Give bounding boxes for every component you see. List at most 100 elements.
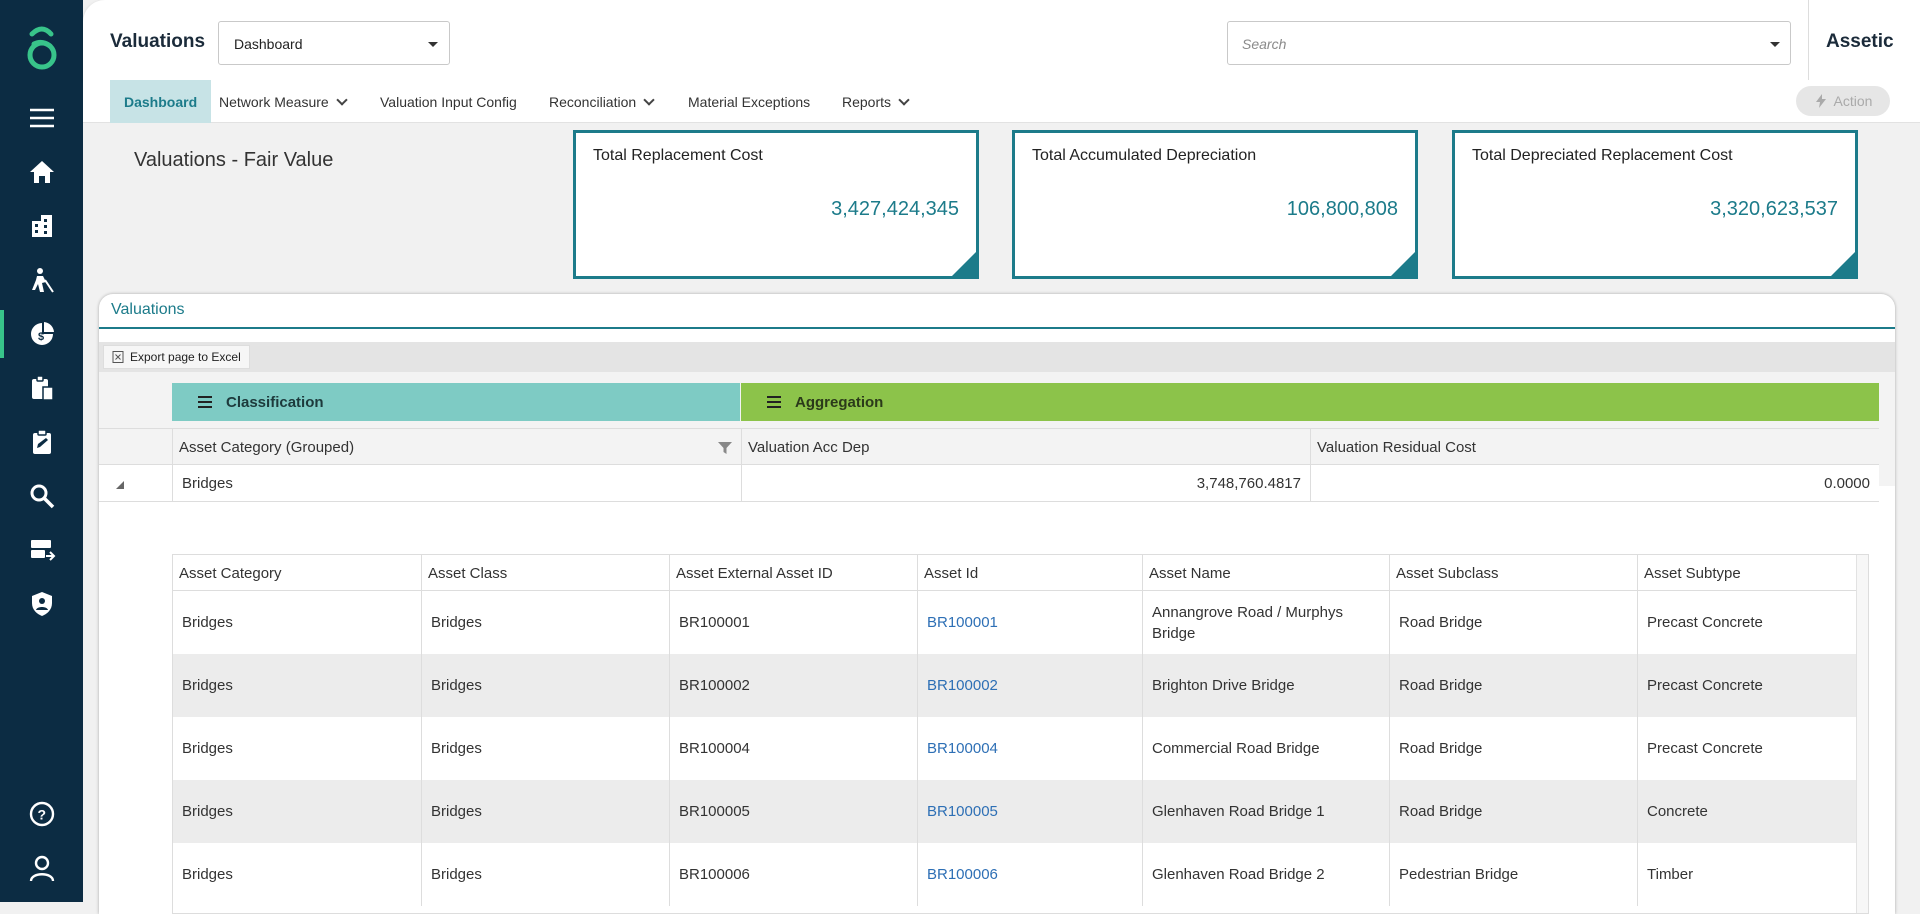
table-row[interactable]: Bridges Bridges BR100002 BR100002 Bright…: [173, 654, 1857, 717]
home-icon: [29, 161, 54, 183]
corner-marker-icon: [952, 252, 976, 276]
panel-title: Valuations: [111, 301, 185, 318]
cell-asset-subclass: Road Bridge: [1389, 591, 1637, 654]
cell-asset-category: Bridges: [182, 803, 233, 820]
column-header-label: Asset Category (Grouped): [179, 439, 355, 456]
column-header-label: Valuation Residual Cost: [1317, 439, 1476, 456]
table-row[interactable]: Bridges Bridges BR100001 BR100001 Annang…: [173, 591, 1857, 654]
sidebar-item-help[interactable]: ?: [0, 790, 83, 838]
kpi-value: 106,800,808: [1286, 198, 1398, 220]
table-row[interactable]: Bridges Bridges BR100005 BR100005 Glenha…: [173, 780, 1857, 843]
cell-asset-subtype: Timber: [1637, 843, 1857, 906]
detail-column-headers: Asset Category Asset Class Asset Externa…: [173, 555, 1868, 591]
cell-asset-category: Bridges: [182, 677, 233, 694]
tab-network-measure[interactable]: Network Measure: [219, 80, 348, 123]
navbar: Dashboard Network Measure Valuation Inpu…: [83, 80, 1920, 123]
divider: [99, 327, 1895, 329]
tab-reports[interactable]: Reports: [842, 80, 910, 123]
sidebar-item-assets[interactable]: [0, 202, 83, 250]
action-button[interactable]: Action: [1796, 86, 1890, 116]
asset-id-link[interactable]: BR100006: [917, 843, 1142, 906]
tab-valuation-input-config[interactable]: Valuation Input Config: [380, 80, 517, 123]
pivot-aggregation-header[interactable]: Aggregation: [741, 383, 1879, 421]
detail-header-asset-category[interactable]: Asset Category: [179, 564, 282, 582]
cell-external-id: BR100004: [669, 717, 917, 780]
tab-reconciliation[interactable]: Reconciliation: [549, 80, 655, 123]
collapse-toggle-icon[interactable]: [116, 481, 124, 489]
valuation-icon: $: [30, 322, 54, 345]
cell-asset-name: Glenhaven Road Bridge 2: [1142, 843, 1389, 906]
sidebar-item-valuations[interactable]: $: [0, 310, 83, 358]
kpi-card-replacement-cost[interactable]: Total Replacement Cost 3,427,424,345: [573, 130, 979, 279]
asset-id-link[interactable]: BR100005: [917, 780, 1142, 843]
cell-asset-subtype: Concrete: [1637, 780, 1857, 843]
pivot-label: Aggregation: [795, 393, 884, 411]
dashboard-select[interactable]: Dashboard: [218, 21, 450, 65]
kpi-value: 3,427,424,345: [831, 198, 959, 220]
column-header-asset-category-grouped[interactable]: Asset Category (Grouped): [172, 429, 741, 466]
kpi-card-accumulated-depreciation[interactable]: Total Accumulated Depreciation 106,800,8…: [1012, 130, 1418, 279]
data-transfer-icon: [30, 540, 55, 561]
table-row[interactable]: Bridges Bridges BR100006 BR100006 Glenha…: [173, 843, 1857, 906]
worker-icon: [31, 268, 54, 293]
column-header-valuation-acc-dep[interactable]: Valuation Acc Dep: [741, 429, 1310, 466]
app-title: Valuations: [110, 31, 206, 52]
cell-asset-name: Brighton Drive Bridge: [1142, 654, 1389, 717]
cell-asset-subtype: Precast Concrete: [1637, 591, 1857, 654]
detail-header-external-id[interactable]: Asset External Asset ID: [669, 555, 917, 591]
svg-text:$: $: [38, 331, 44, 343]
chevron-down-icon: [898, 93, 910, 106]
valuations-panel: Valuations Export page to Excel Classifi…: [99, 294, 1895, 914]
sidebar-item-work[interactable]: [0, 256, 83, 304]
lightning-icon: [1815, 94, 1826, 108]
brand-name[interactable]: Assetic: [1826, 31, 1894, 52]
cell-asset-subclass: Road Bridge: [1389, 780, 1637, 843]
sidebar-item-profile[interactable]: [0, 844, 83, 892]
sidebar-item-search[interactable]: [0, 472, 83, 520]
tab-material-exceptions[interactable]: Material Exceptions: [688, 80, 810, 123]
grid-toolbar: Export page to Excel: [99, 342, 1895, 372]
assetic-logo-icon[interactable]: [22, 26, 62, 72]
export-excel-button[interactable]: Export page to Excel: [103, 345, 250, 369]
detail-header-asset-name[interactable]: Asset Name: [1142, 555, 1389, 591]
sidebar-item-requests[interactable]: [0, 364, 83, 412]
tab-label: Material Exceptions: [688, 93, 811, 110]
filter-icon[interactable]: [718, 441, 732, 455]
pivot-classification-header[interactable]: Classification: [172, 383, 740, 421]
user-icon: [29, 855, 54, 882]
cell-asset-subclass: Road Bridge: [1389, 654, 1637, 717]
tab-label: Dashboard: [124, 93, 198, 110]
menu-icon: [29, 108, 54, 128]
pivot-label: Classification: [226, 393, 324, 411]
tab-label: Network Measure: [219, 93, 329, 110]
table-row[interactable]: Bridges Bridges BR100004 BR100004 Commer…: [173, 717, 1857, 780]
detail-header-asset-subclass[interactable]: Asset Subclass: [1389, 555, 1637, 591]
clipboard-building-icon: [31, 375, 54, 401]
tab-dashboard[interactable]: Dashboard: [110, 80, 212, 123]
sidebar-menu-button[interactable]: [0, 94, 83, 142]
sidebar-item-home[interactable]: [0, 148, 83, 196]
page-title: Valuations - Fair Value: [134, 149, 334, 171]
sidebar-item-security[interactable]: [0, 580, 83, 628]
asset-id-link[interactable]: BR100004: [917, 717, 1142, 780]
cell-external-id: BR100005: [669, 780, 917, 843]
hamburger-icon: [198, 396, 212, 408]
kpi-value: 3,320,623,537: [1710, 198, 1838, 220]
kpi-card-depreciated-replacement-cost[interactable]: Total Depreciated Replacement Cost 3,320…: [1452, 130, 1858, 279]
shield-user-icon: [31, 592, 52, 616]
detail-header-asset-subtype[interactable]: Asset Subtype: [1637, 555, 1857, 591]
sidebar-item-integration[interactable]: [0, 526, 83, 574]
detail-header-asset-class[interactable]: Asset Class: [421, 555, 669, 591]
asset-id-link[interactable]: BR100001: [917, 591, 1142, 654]
kpi-label: Total Replacement Cost: [593, 147, 763, 164]
column-header-valuation-residual-cost[interactable]: Valuation Residual Cost: [1310, 429, 1879, 466]
excel-file-icon: [112, 351, 124, 363]
sidebar-item-inspections[interactable]: [0, 418, 83, 466]
asset-id-link[interactable]: BR100002: [917, 654, 1142, 717]
chevron-down-icon: [643, 93, 655, 106]
kpi-label: Total Accumulated Depreciation: [1032, 147, 1257, 164]
search-input[interactable]: Search: [1227, 21, 1791, 65]
detail-header-asset-id[interactable]: Asset Id: [917, 555, 1142, 591]
detail-scrollbar[interactable]: [1856, 555, 1868, 913]
group-row[interactable]: Bridges 3,748,760.4817 0.0000: [99, 465, 1879, 502]
